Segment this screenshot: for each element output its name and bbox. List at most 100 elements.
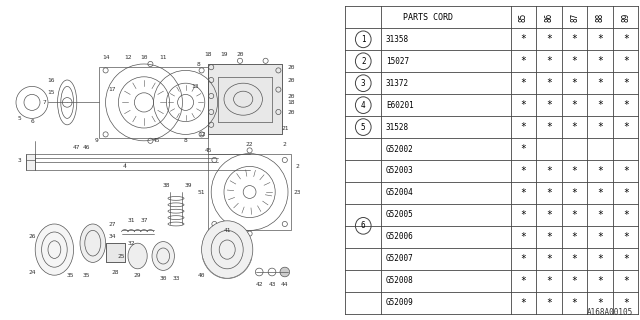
Ellipse shape	[128, 243, 147, 269]
Text: *: *	[597, 100, 603, 110]
Text: *: *	[520, 122, 526, 132]
Text: *: *	[546, 210, 552, 220]
Text: 15: 15	[47, 90, 55, 95]
Ellipse shape	[35, 224, 74, 275]
Text: *: *	[597, 166, 603, 176]
Text: G52006: G52006	[386, 232, 413, 241]
Text: 24: 24	[28, 269, 36, 275]
Text: 20: 20	[287, 109, 295, 115]
Text: *: *	[597, 276, 603, 286]
Text: 1: 1	[361, 35, 365, 44]
Text: 12: 12	[124, 55, 132, 60]
Text: 29: 29	[134, 273, 141, 278]
Text: *: *	[546, 166, 552, 176]
Text: *: *	[597, 34, 603, 44]
Text: *: *	[623, 78, 628, 88]
Text: 12: 12	[198, 132, 205, 137]
Text: 45: 45	[204, 148, 212, 153]
Text: *: *	[572, 276, 577, 286]
Text: *: *	[546, 254, 552, 264]
Text: 25: 25	[118, 253, 125, 259]
Text: *: *	[546, 276, 552, 286]
Text: *: *	[572, 34, 577, 44]
Text: *: *	[572, 122, 577, 132]
Text: 2: 2	[283, 141, 287, 147]
Text: 18: 18	[287, 100, 295, 105]
Text: *: *	[597, 254, 603, 264]
Text: 5: 5	[17, 116, 21, 121]
Text: 41: 41	[223, 228, 231, 233]
Text: 43: 43	[268, 282, 276, 287]
Text: 14: 14	[102, 55, 109, 60]
Text: *: *	[546, 34, 552, 44]
Text: 42: 42	[255, 282, 263, 287]
Text: 4: 4	[361, 101, 365, 110]
Text: 37: 37	[140, 218, 148, 223]
Text: *: *	[520, 254, 526, 264]
Text: *: *	[520, 166, 526, 176]
Text: *: *	[623, 122, 628, 132]
Text: *: *	[546, 56, 552, 66]
Text: 30: 30	[159, 276, 167, 281]
Text: *: *	[597, 232, 603, 242]
Text: *: *	[546, 298, 552, 308]
Text: 20: 20	[236, 52, 244, 57]
Text: 19: 19	[220, 52, 228, 57]
Text: *: *	[623, 56, 628, 66]
Circle shape	[280, 267, 290, 277]
Text: 23: 23	[294, 189, 301, 195]
Text: 88: 88	[596, 13, 605, 22]
Text: G52005: G52005	[386, 210, 413, 219]
Text: *: *	[572, 210, 577, 220]
Text: 8: 8	[196, 61, 200, 67]
Text: 3: 3	[361, 79, 365, 88]
Text: 31: 31	[127, 218, 135, 223]
Text: 31358: 31358	[386, 35, 409, 44]
Text: 34: 34	[108, 234, 116, 239]
Text: 46: 46	[83, 145, 90, 150]
Text: 6: 6	[30, 119, 34, 124]
Ellipse shape	[152, 242, 175, 270]
Text: 44: 44	[281, 282, 289, 287]
Text: 31528: 31528	[386, 123, 409, 132]
Text: 38: 38	[163, 183, 170, 188]
Text: 9: 9	[94, 138, 98, 143]
Text: G52002: G52002	[386, 145, 413, 154]
Text: 35: 35	[67, 273, 74, 278]
Polygon shape	[106, 243, 125, 262]
Ellipse shape	[202, 221, 253, 278]
Text: *: *	[546, 232, 552, 242]
Text: 86: 86	[545, 13, 554, 22]
Text: 7: 7	[43, 100, 47, 105]
Text: *: *	[520, 34, 526, 44]
Text: *: *	[597, 122, 603, 132]
Text: 11: 11	[159, 55, 167, 60]
Text: PARTS CORD: PARTS CORD	[403, 13, 453, 22]
Text: *: *	[572, 254, 577, 264]
Text: 20: 20	[287, 93, 295, 99]
Text: 26: 26	[28, 234, 36, 239]
Text: *: *	[597, 210, 603, 220]
Text: G52008: G52008	[386, 276, 413, 285]
Text: 33: 33	[172, 276, 180, 281]
Text: *: *	[520, 188, 526, 198]
Text: *: *	[572, 56, 577, 66]
Text: *: *	[597, 298, 603, 308]
Text: *: *	[520, 298, 526, 308]
Text: 8: 8	[184, 138, 188, 143]
Text: *: *	[623, 100, 628, 110]
Text: 47: 47	[73, 145, 81, 150]
Text: *: *	[623, 166, 628, 176]
Text: 27: 27	[108, 221, 116, 227]
Text: *: *	[597, 188, 603, 198]
Text: *: *	[623, 232, 628, 242]
Text: *: *	[546, 188, 552, 198]
Text: 18: 18	[204, 52, 212, 57]
Text: *: *	[623, 254, 628, 264]
Text: *: *	[572, 298, 577, 308]
Text: *: *	[597, 56, 603, 66]
Text: *: *	[623, 276, 628, 286]
Text: 16: 16	[47, 77, 55, 83]
Text: 10: 10	[140, 55, 148, 60]
Text: 15027: 15027	[386, 57, 409, 66]
